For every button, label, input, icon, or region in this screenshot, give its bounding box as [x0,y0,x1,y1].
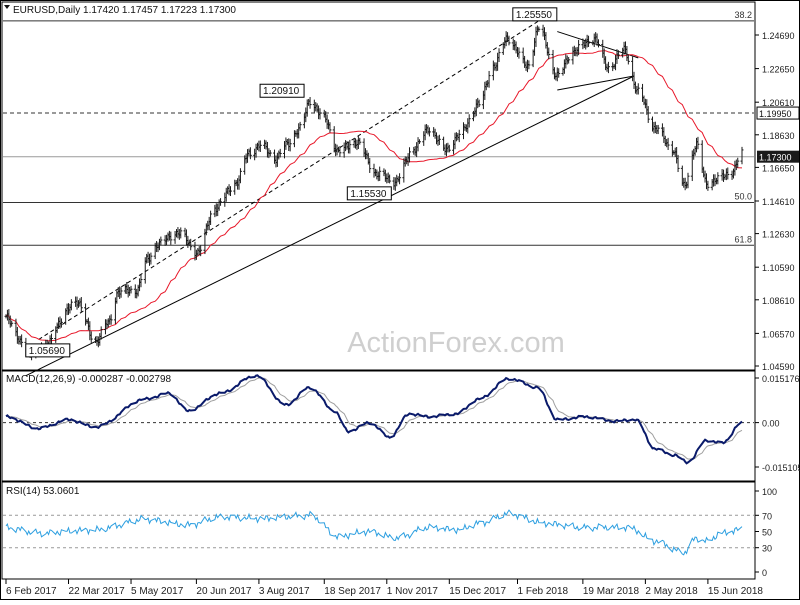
price-y-axis: 1.24690 1.22650 1.20610 1.18630 1.16650 1.146… [755,31,799,372]
price-y-tick-label: 1.24690 [762,31,795,41]
horizontal-levels [3,20,754,246]
trendline [25,75,635,377]
current-price-label: 1.17300 [759,153,792,163]
price-panel-frame [1,1,756,371]
x-tick-label: 6 Feb 2017 [6,586,57,597]
macd-line [5,374,743,465]
fib-level-label: 61.8 [734,234,752,244]
fib-level-label: 50.0 [734,191,752,201]
price-y-tick-label: 1.04590 [762,362,795,372]
macd-y-tick-label: -0.015105 [762,463,800,473]
rsi-plot [3,509,754,556]
rsi-y-axis: 100 70 50 30 0 [755,487,777,578]
annotation-box [346,186,392,201]
price-y-tick-label: 1.18630 [762,131,795,141]
price-bars [4,24,744,361]
x-tick-label: 20 Jun 2017 [196,586,251,597]
macd-y-axis: 0.015176 0.00 -0.015105 [755,374,800,473]
price-y-tick-label: 1.14610 [762,197,795,207]
level-label: 1.19950 [759,109,792,119]
moving-average [5,50,743,342]
rsi-y-tick-label: 70 [762,511,772,521]
price-y-tick-label: 1.12630 [762,230,795,240]
trendline [557,75,635,91]
x-tick-label: 1 Nov 2017 [387,586,439,597]
level-labels: 38.2 1.19950 50.0 61.8 [734,10,800,244]
watermark: ActionForex.com [347,327,565,359]
level-label-box [756,106,800,120]
macd-panel-frame [1,370,756,482]
current-price-box [757,150,799,163]
rsi-y-tick-label: 100 [762,487,777,497]
x-tick-label: 1 Feb 2018 [518,586,569,597]
x-tick-label: 18 Sep 2017 [324,586,381,597]
price-y-tick-label: 1.16650 [762,163,795,173]
trendlines [25,20,639,377]
macd-y-tick-label: 0.015176 [762,374,800,384]
x-tick-label: 5 May 2017 [131,586,184,597]
x-tick-label: 22 Mar 2017 [69,586,126,597]
annotation-box [25,343,71,358]
price-y-tick-label: 1.08610 [762,296,795,306]
annotation-box [259,83,305,98]
rsi-y-tick-label: 30 [762,544,772,554]
x-axis: 6 Feb 2017 22 Mar 2017 5 May 2017 20 Jun 20… [5,579,763,597]
price-annotations: 1.25550 1.20910 1.15530 1.05690 [25,7,558,358]
macd-plot [3,374,754,465]
annotation-label: 1.25550 [516,10,553,21]
macd-panel-header: MACD(12,26,9) -0.000287 -0.002798 [6,374,172,385]
annotation-label: 1.20910 [263,86,300,97]
price-y-tick-label: 1.10590 [762,263,795,273]
annotation-label: 1.15530 [350,189,387,200]
annotation-box [512,7,558,22]
moving-average-line [5,50,743,342]
price-panel-header: EURUSD,Daily 1.17420 1.17457 1.17223 1.1… [13,5,236,16]
annotation-label: 1.05690 [29,346,66,357]
trendline [38,20,540,340]
price-y-tick-label: 1.22650 [762,65,795,75]
fib-level-label: 38.2 [734,10,752,20]
x-tick-label: 19 Mar 2018 [583,586,640,597]
price-y-tick-label: 1.20610 [762,98,795,108]
rsi-panel-frame [1,481,756,580]
price-y-tick-label: 1.06570 [762,329,795,339]
x-tick-label: 2 May 2018 [645,586,698,597]
x-tick-label: 3 Aug 2017 [259,586,310,597]
trendline [557,31,639,59]
rsi-panel-header: RSI(14) 53.0601 [6,486,80,497]
x-tick-label: 15 Jun 2018 [708,586,763,597]
x-tick-label: 15 Dec 2017 [449,586,506,597]
rsi-line [5,509,743,556]
rsi-y-tick-label: 0 [762,568,767,578]
rsi-y-tick-label: 50 [762,528,772,538]
macd-y-tick-label: 0.00 [762,419,780,429]
chart-menu-icon[interactable] [4,5,10,9]
